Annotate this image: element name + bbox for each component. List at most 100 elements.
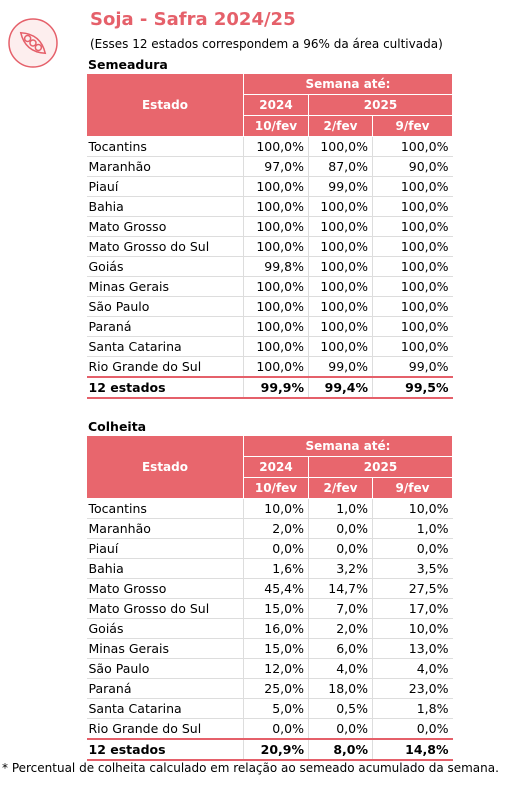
table-title: Colheita: [88, 419, 147, 434]
cell-value: 100,0%: [308, 136, 373, 157]
total-value: 99,9%: [243, 376, 309, 399]
cell-value: 100,0%: [372, 176, 453, 197]
cell-value: 27,5%: [372, 578, 453, 599]
cell-value: 99,0%: [372, 356, 453, 378]
cell-value: 4,0%: [372, 658, 453, 679]
total-value: 8,0%: [308, 738, 373, 761]
cell-value: 99,0%: [308, 176, 373, 197]
table-row: Maranhão 2,0% 0,0% 1,0%: [86, 518, 453, 539]
cell-value: 0,0%: [372, 538, 453, 559]
cell-value: 3,5%: [372, 558, 453, 579]
soy-icon: [8, 18, 58, 68]
cell-state: Paraná: [86, 316, 244, 337]
cell-value: 5,0%: [243, 698, 309, 719]
cell-value: 0,0%: [308, 718, 373, 740]
cell-value: 0,0%: [308, 538, 373, 559]
cell-value: 100,0%: [243, 216, 309, 237]
state-header: Estado: [86, 73, 244, 137]
cell-value: 100,0%: [372, 236, 453, 257]
table-row: Goiás 16,0% 2,0% 10,0%: [86, 618, 453, 639]
total-value: 99,5%: [372, 376, 453, 399]
cell-value: 6,0%: [308, 638, 373, 659]
table-row: São Paulo 12,0% 4,0% 4,0%: [86, 658, 453, 679]
table-row: Mato Grosso 100,0% 100,0% 100,0%: [86, 216, 453, 237]
table-row: Minas Gerais 100,0% 100,0% 100,0%: [86, 276, 453, 297]
cell-state: Maranhão: [86, 518, 244, 539]
header-row: 10/fev 2/fev 9/fev: [87, 115, 453, 137]
cell-value: 100,0%: [372, 216, 453, 237]
cell-value: 100,0%: [243, 176, 309, 197]
header-row: Estado Semana até:: [86, 435, 453, 499]
cell-state: Mato Grosso do Sul: [86, 598, 244, 619]
cell-value: 100,0%: [372, 136, 453, 157]
cell-state: São Paulo: [86, 296, 244, 317]
cell-value: 99,0%: [308, 356, 373, 378]
cell-state: Minas Gerais: [86, 276, 244, 297]
cell-value: 23,0%: [372, 678, 453, 699]
total-row: 12 estados 99,9% 99,4% 99,5%: [86, 376, 453, 399]
date-header: 9/fev: [372, 115, 453, 137]
table-row: Mato Grosso do Sul 100,0% 100,0% 100,0%: [86, 236, 453, 257]
footnote: * Percentual de colheita calculado em re…: [2, 761, 499, 775]
table-row: Paraná 100,0% 100,0% 100,0%: [86, 316, 453, 337]
cell-value: 100,0%: [243, 296, 309, 317]
cell-value: 0,0%: [243, 718, 309, 740]
cell-value: 97,0%: [243, 156, 309, 177]
cell-value: 10,0%: [372, 618, 453, 639]
table-row: Rio Grande do Sul 100,0% 99,0% 99,0%: [86, 356, 453, 378]
date-header: 2/fev: [308, 477, 373, 499]
cell-value: 100,0%: [308, 216, 373, 237]
table-title: Semeadura: [88, 57, 168, 72]
table-row: Piauí 0,0% 0,0% 0,0%: [86, 538, 453, 559]
cell-value: 25,0%: [243, 678, 309, 699]
cell-state: Piauí: [86, 538, 244, 559]
cell-value: 100,0%: [308, 236, 373, 257]
cell-value: 0,5%: [308, 698, 373, 719]
date-header: 10/fev: [243, 115, 309, 137]
cell-state: Paraná: [86, 678, 244, 699]
cell-state: São Paulo: [86, 658, 244, 679]
table-row: Bahia 1,6% 3,2% 3,5%: [86, 558, 453, 579]
cell-value: 100,0%: [308, 316, 373, 337]
cell-value: 100,0%: [372, 296, 453, 317]
header-row: Estado Semana até:: [86, 73, 453, 137]
cell-value: 100,0%: [372, 196, 453, 217]
cell-value: 15,0%: [243, 638, 309, 659]
cell-state: Rio Grande do Sul: [86, 356, 244, 378]
year-header: 2025: [308, 94, 453, 116]
cell-value: 10,0%: [372, 498, 453, 519]
cell-state: Goiás: [86, 618, 244, 639]
cell-value: 100,0%: [308, 196, 373, 217]
cell-value: 100,0%: [372, 256, 453, 277]
cell-value: 100,0%: [372, 276, 453, 297]
cell-value: 99,8%: [243, 256, 309, 277]
cell-value: 100,0%: [243, 356, 309, 378]
table-row: Maranhão 97,0% 87,0% 90,0%: [86, 156, 453, 177]
cell-value: 100,0%: [308, 296, 373, 317]
cell-state: Mato Grosso: [86, 578, 244, 599]
table-row: Tocantins 10,0% 1,0% 10,0%: [86, 498, 453, 519]
header-row: 10/fev 2/fev 9/fev: [87, 477, 453, 499]
date-header: 10/fev: [243, 477, 309, 499]
table-row: Mato Grosso do Sul 15,0% 7,0% 17,0%: [86, 598, 453, 619]
cell-value: 0,0%: [308, 518, 373, 539]
cell-state: Bahia: [86, 196, 244, 217]
cell-value: 2,0%: [243, 518, 309, 539]
table-row: Minas Gerais 15,0% 6,0% 13,0%: [86, 638, 453, 659]
table-row: Paraná 25,0% 18,0% 23,0%: [86, 678, 453, 699]
cell-state: Mato Grosso: [86, 216, 244, 237]
week-header: Semana até:: [243, 73, 453, 95]
table-row: Tocantins 100,0% 100,0% 100,0%: [86, 136, 453, 157]
cell-value: 45,4%: [243, 578, 309, 599]
table-row: Santa Catarina 5,0% 0,5% 1,8%: [86, 698, 453, 719]
cell-value: 100,0%: [308, 336, 373, 357]
cell-value: 14,7%: [308, 578, 373, 599]
cell-value: 100,0%: [243, 196, 309, 217]
cell-state: Mato Grosso do Sul: [86, 236, 244, 257]
cell-state: Santa Catarina: [86, 698, 244, 719]
table-row: Mato Grosso 45,4% 14,7% 27,5%: [86, 578, 453, 599]
cell-state: Goiás: [86, 256, 244, 277]
cell-state: Piauí: [86, 176, 244, 197]
cell-state: Rio Grande do Sul: [86, 718, 244, 740]
cell-state: Bahia: [86, 558, 244, 579]
